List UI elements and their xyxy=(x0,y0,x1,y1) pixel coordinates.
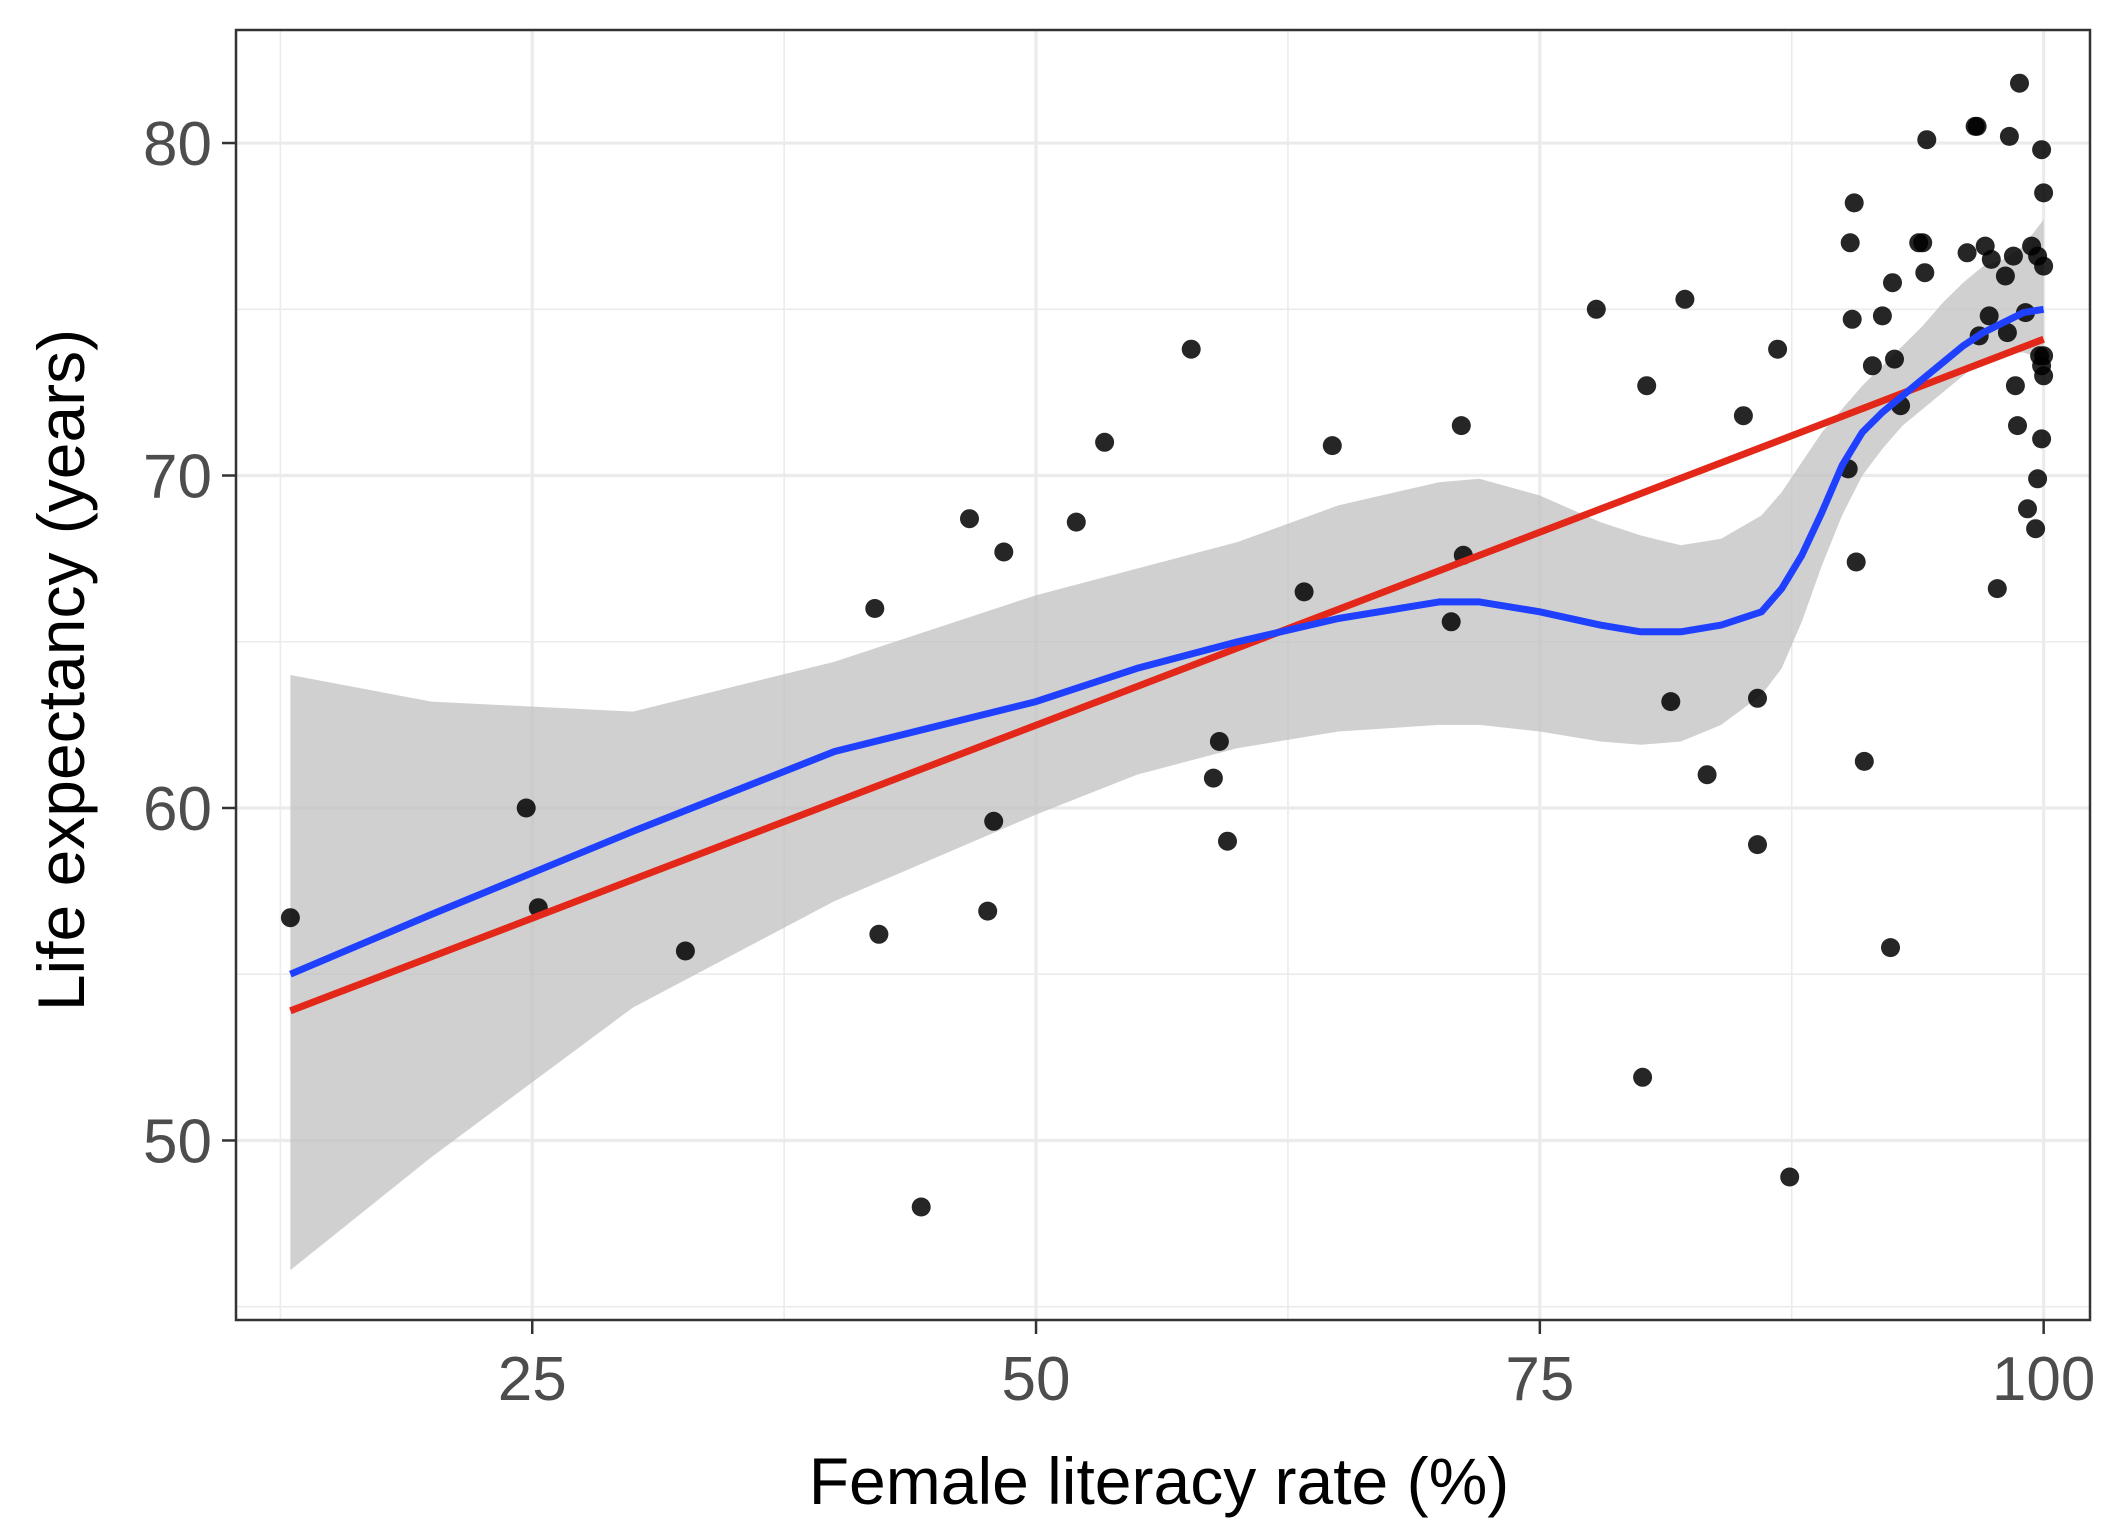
data-point xyxy=(978,901,998,921)
data-point xyxy=(1181,339,1201,359)
data-point xyxy=(2034,366,2054,386)
y-tick-label: 50 xyxy=(143,1107,212,1176)
data-point xyxy=(2028,469,2048,489)
data-point xyxy=(2034,256,2054,276)
data-point xyxy=(1917,130,1937,150)
data-point xyxy=(1748,835,1767,855)
data-point xyxy=(1451,416,1471,436)
data-point xyxy=(1697,765,1717,785)
linear-fit-line xyxy=(289,335,2045,1015)
axis-ticks: 25 50 75 100 50 60 70 80 xyxy=(143,110,2095,1414)
data-point xyxy=(1322,436,1342,456)
data-point xyxy=(1844,193,1864,213)
data-point xyxy=(1661,692,1681,712)
data-point xyxy=(994,542,1014,562)
data-point xyxy=(2010,73,2029,93)
data-point xyxy=(1885,349,1904,369)
panel-border xyxy=(234,28,2092,1322)
data-point xyxy=(1883,273,1902,293)
data-point xyxy=(1780,1167,1800,1187)
data-point xyxy=(2026,519,2046,539)
y-tick-label: 60 xyxy=(143,775,212,844)
data-point xyxy=(1999,126,2019,146)
data-point xyxy=(1979,306,1999,326)
confidence-band xyxy=(290,219,2044,1271)
data-point xyxy=(1294,582,1314,602)
data-point xyxy=(2018,499,2037,519)
data-point xyxy=(2034,346,2054,366)
data-point xyxy=(2034,183,2054,203)
data-point xyxy=(1768,339,1788,359)
data-point xyxy=(1881,938,1900,958)
data-point xyxy=(1203,768,1223,788)
data-point xyxy=(1981,249,2001,269)
data-point xyxy=(1733,406,1753,426)
data-point xyxy=(1957,243,1977,263)
data-point xyxy=(1633,1067,1653,1087)
data-point xyxy=(1846,552,1866,572)
data-point xyxy=(675,941,695,961)
data-point xyxy=(280,908,300,928)
data-point xyxy=(1218,831,1237,851)
data-point xyxy=(2008,416,2027,436)
data-point xyxy=(2005,376,2025,396)
y-axis-title: Life expectancy (years) xyxy=(24,329,98,1011)
data-point xyxy=(1913,233,1933,253)
x-tick-label: 100 xyxy=(1992,1345,2095,1414)
y-tick-label: 70 xyxy=(143,443,212,512)
x-tick-label: 50 xyxy=(1002,1345,1071,1414)
data-point xyxy=(1872,306,1892,326)
data-point xyxy=(1915,263,1935,283)
data-point xyxy=(1862,356,1882,376)
data-points xyxy=(280,73,2054,1217)
data-point xyxy=(1066,512,1086,532)
data-point xyxy=(1209,732,1229,751)
fit-lines xyxy=(289,305,2045,1015)
data-point xyxy=(1987,579,2007,599)
data-point xyxy=(516,798,536,818)
data-point xyxy=(2032,429,2052,449)
data-point xyxy=(1586,299,1606,319)
data-point xyxy=(1637,376,1657,396)
data-point xyxy=(1675,289,1695,309)
data-point xyxy=(1840,233,1860,253)
data-point xyxy=(2032,140,2052,160)
data-point xyxy=(869,924,889,944)
data-point xyxy=(1095,432,1115,452)
data-point xyxy=(865,599,885,618)
x-tick-label: 25 xyxy=(498,1345,567,1414)
x-axis-title: Female literacy rate (%) xyxy=(809,1444,1510,1518)
data-point xyxy=(1997,323,2017,343)
data-point xyxy=(1748,688,1767,708)
data-point xyxy=(1842,309,1862,329)
confidence-band-layer xyxy=(290,219,2044,1271)
x-tick-label: 75 xyxy=(1505,1345,1574,1414)
data-point xyxy=(1441,612,1461,632)
data-point xyxy=(960,509,979,529)
data-point xyxy=(1995,266,2015,286)
data-point xyxy=(2003,246,2023,266)
data-point xyxy=(1967,116,1987,136)
data-point xyxy=(911,1197,931,1217)
data-point xyxy=(1854,751,1874,771)
y-tick-label: 80 xyxy=(143,110,212,179)
loess-fit-line xyxy=(289,305,2045,978)
data-point xyxy=(984,811,1004,831)
